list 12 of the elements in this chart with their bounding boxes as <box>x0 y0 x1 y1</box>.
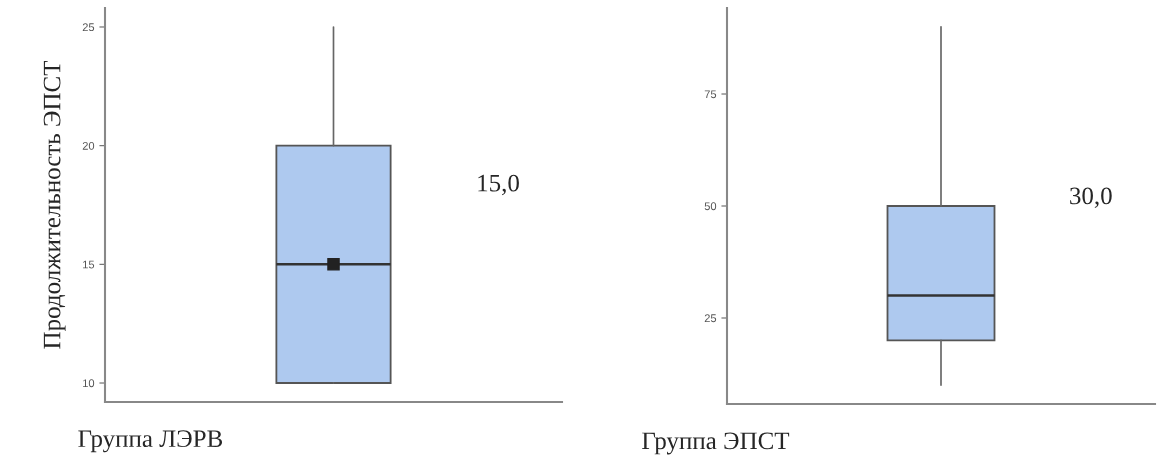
y-tick-label: 25 <box>82 23 95 32</box>
y-tick-label: 50 <box>704 202 717 211</box>
annotation: 15,0 <box>478 174 519 196</box>
x-axis-title: Группа ЛЭРВ <box>78 430 223 453</box>
y-tick-label: 25 <box>704 314 717 323</box>
y-tick-label: 20 <box>82 141 95 150</box>
y-tick-label: 10 <box>83 379 95 388</box>
y-tick-label: 75 <box>704 90 717 99</box>
x-axis-title: Группа ЭПСТ <box>642 432 790 455</box>
annotation: 30,0 <box>1070 187 1112 208</box>
y-tick-label: 15 <box>83 260 95 269</box>
y-axis-title: Продолжительность ЭПСТ <box>43 60 66 349</box>
